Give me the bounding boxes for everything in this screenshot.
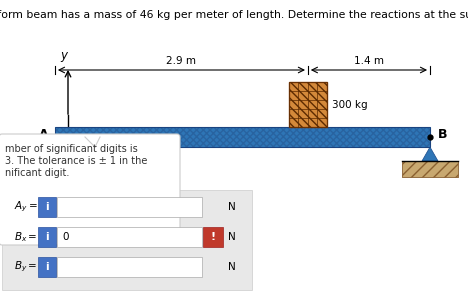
Bar: [38, 197, 56, 217]
Text: mber of significant digits is: mber of significant digits is: [5, 144, 138, 154]
Bar: [2, 190, 252, 290]
Polygon shape: [422, 147, 438, 161]
Bar: [55, 127, 430, 147]
Text: The uniform beam has a mass of 46 kg per meter of length. Determine the reaction: The uniform beam has a mass of 46 kg per…: [0, 10, 468, 20]
Text: i: i: [45, 262, 49, 272]
Text: N: N: [228, 262, 236, 272]
Text: y: y: [60, 49, 67, 62]
Bar: [57, 257, 202, 277]
Polygon shape: [85, 137, 100, 147]
Text: 3. The tolerance is ± 1 in the: 3. The tolerance is ± 1 in the: [5, 156, 147, 166]
Text: i: i: [45, 232, 49, 242]
Text: 300 kg: 300 kg: [332, 100, 367, 110]
Text: 2.9 m: 2.9 m: [167, 56, 197, 66]
Text: $B_x=$: $B_x=$: [14, 230, 37, 244]
FancyBboxPatch shape: [0, 134, 180, 245]
Text: i: i: [45, 202, 49, 212]
Text: !: !: [211, 232, 216, 242]
Bar: [55, 127, 430, 147]
Polygon shape: [47, 147, 63, 161]
Text: B: B: [438, 128, 447, 142]
Bar: [57, 227, 202, 247]
Text: $A_y=$: $A_y=$: [14, 200, 38, 214]
Text: N: N: [228, 232, 236, 242]
Text: nificant digit.: nificant digit.: [5, 168, 69, 178]
Text: 0: 0: [62, 232, 68, 242]
Bar: [38, 257, 56, 277]
Bar: [289, 82, 327, 127]
Bar: [402, 161, 458, 177]
Text: N: N: [228, 202, 236, 212]
Text: 1.4 m: 1.4 m: [354, 56, 384, 66]
Text: $B_y=$: $B_y=$: [14, 260, 37, 274]
Bar: [38, 227, 56, 247]
Bar: [57, 197, 202, 217]
Bar: [289, 82, 327, 127]
Bar: [203, 227, 223, 247]
Bar: [402, 161, 458, 177]
Text: A: A: [39, 128, 49, 142]
